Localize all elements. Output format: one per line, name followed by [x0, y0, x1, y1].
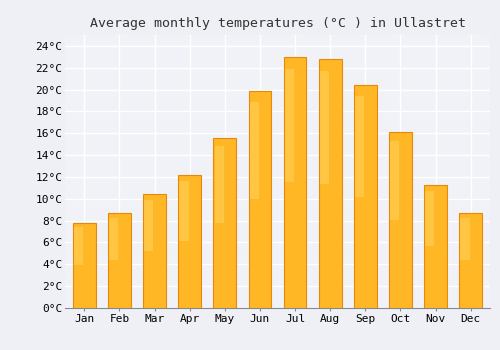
Bar: [320, 71, 329, 183]
Title: Average monthly temperatures (°C ) in Ullastret: Average monthly temperatures (°C ) in Ul…: [90, 17, 466, 30]
Bar: [74, 227, 83, 265]
Bar: [73, 223, 96, 308]
Bar: [390, 141, 400, 220]
Bar: [248, 91, 272, 308]
Bar: [214, 138, 236, 308]
Bar: [355, 96, 364, 197]
Bar: [178, 175, 201, 308]
Bar: [319, 59, 342, 308]
Bar: [460, 218, 469, 260]
Bar: [109, 218, 118, 260]
Bar: [214, 146, 224, 223]
Bar: [389, 132, 412, 308]
Bar: [108, 213, 131, 308]
Bar: [143, 195, 166, 308]
Bar: [285, 69, 294, 182]
Bar: [354, 85, 376, 308]
Bar: [180, 181, 188, 242]
Bar: [424, 184, 447, 308]
Bar: [250, 102, 259, 200]
Bar: [460, 213, 482, 308]
Bar: [426, 191, 434, 246]
Bar: [144, 200, 154, 251]
Bar: [284, 57, 306, 308]
